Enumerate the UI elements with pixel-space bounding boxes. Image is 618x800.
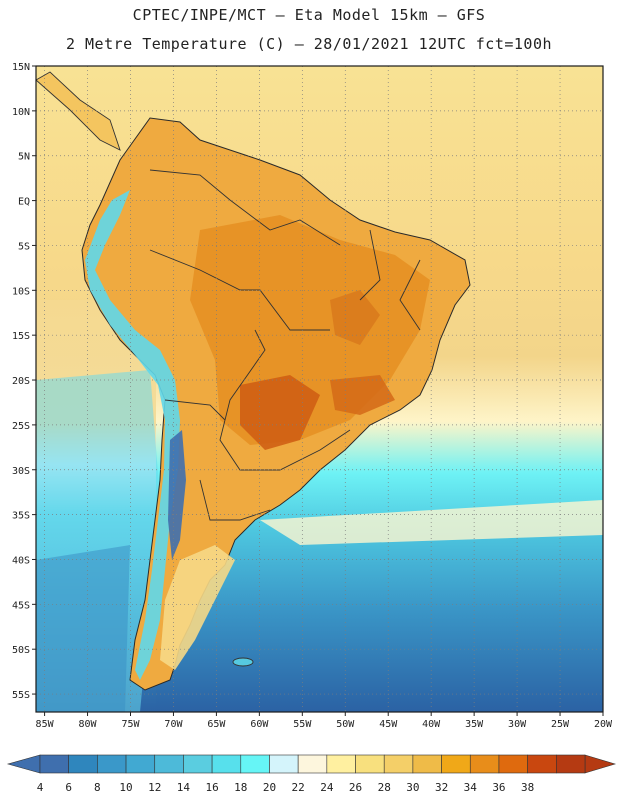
colorbar-swatch (498, 754, 528, 774)
colorbar-swatch (97, 754, 127, 774)
lat-label-10n: 10N (12, 107, 30, 118)
lon-label-70w: 70W (164, 719, 183, 730)
colorbar-label: 14 (177, 781, 191, 794)
longitude-axis: 85W 80W 75W 70W 65W 60W 55W 50W 45W 40W 35W 30W 25W 2… (36, 712, 613, 730)
colorbar-label: 28 (378, 781, 391, 794)
colorbar-label: 12 (148, 781, 161, 794)
patagonia-mild (160, 545, 235, 670)
colorbar-swatch (211, 754, 242, 774)
colorbar-swatch (240, 754, 270, 774)
lat-label-30s: 30S (12, 466, 30, 477)
temperature-map: 15N 10N 5N EQ 5S 10S 15S 20S 25S 30S 35S 40S 45S 50S 5… (12, 62, 613, 730)
andes-coldest-peaks (168, 430, 186, 560)
pacific-cold-band (36, 545, 130, 712)
lat-label-15s: 15S (12, 331, 30, 342)
colorbar-label: 38 (521, 781, 534, 794)
lon-label-60w: 60W (250, 719, 269, 730)
colorbar-swatch (556, 754, 586, 774)
colorbar-swatch (527, 754, 557, 774)
lon-label-20w: 20W (594, 719, 613, 730)
colorbar-swatch (269, 754, 299, 774)
map-frame (35, 65, 604, 713)
colorbar-swatch (441, 754, 471, 774)
lat-label-50s: 50S (12, 645, 30, 656)
colorbar-swatch (68, 754, 98, 774)
central-america (36, 71, 121, 151)
lat-label-40s: 40S (12, 555, 30, 566)
colorbar-label: 32 (435, 781, 448, 794)
colorbar-swatch (297, 754, 328, 774)
title-line-1: CPTEC/INPE/MCT – Eta Model 15km – GFS (132, 6, 486, 24)
colorbar-swatch (355, 754, 385, 774)
lat-label-20s: 20S (12, 376, 30, 387)
title-line-2: 2 Metre Temperature (C) – 28/01/2021 12U… (65, 35, 553, 53)
colorbar-swatch (125, 754, 156, 774)
lat-label-5n: 5N (18, 152, 30, 163)
colorbar-label: 22 (292, 781, 305, 794)
colorbar-label: 30 (406, 781, 419, 794)
lat-label-55s: 55S (12, 690, 30, 701)
andes-cold-ridge (85, 190, 180, 680)
colorbar-swatch (469, 754, 500, 774)
southeast-brazil-hotspot (330, 375, 395, 415)
colorbar-label: 16 (205, 781, 218, 794)
lon-label-80w: 80W (79, 719, 98, 730)
latitude-axis: 15N 10N 5N EQ 5S 10S 15S 20S 25S 30S 35S 40S 45S 50S 5… (12, 62, 36, 701)
colorbar-swatch (154, 754, 184, 774)
falkland-islands (232, 657, 254, 667)
lon-label-25w: 25W (551, 719, 570, 730)
colorbar-swatch (183, 754, 213, 774)
lon-label-45w: 45W (379, 719, 398, 730)
lon-label-30w: 30W (508, 719, 527, 730)
lat-lon-gridlines (36, 65, 604, 712)
colorbar-swatch (326, 754, 356, 774)
lat-label-5s: 5S (18, 241, 30, 252)
colorbar-label: 4 (37, 781, 44, 794)
lon-label-50w: 50W (336, 719, 355, 730)
lon-label-40w: 40W (422, 719, 441, 730)
lon-label-55w: 55W (293, 719, 312, 730)
paraguay-hotspot (240, 375, 320, 450)
lat-label-15n: 15N (12, 62, 30, 73)
colorbar-swatch (412, 754, 442, 774)
colorbar-label: 26 (349, 781, 362, 794)
colorbar-label: 36 (492, 781, 505, 794)
colorbar-label: 20 (263, 781, 276, 794)
colorbar-label: 10 (119, 781, 132, 794)
lat-label-35s: 35S (12, 511, 30, 522)
lat-label-10s: 10S (12, 286, 30, 297)
colorbar: 4 6 8 10 12 14 16 18 20 22 24 26 28 30 32 34 36 38 (6, 754, 617, 794)
lon-label-65w: 65W (207, 719, 226, 730)
lat-label-eq: EQ (18, 197, 30, 208)
colorbar-right-arrow (584, 754, 617, 774)
colorbar-label: 8 (94, 781, 101, 794)
lon-label-35w: 35W (465, 719, 484, 730)
colorbar-swatch (383, 754, 414, 774)
colorbar-label: 34 (464, 781, 478, 794)
lon-label-85w: 85W (36, 719, 55, 730)
colorbar-left-arrow (6, 754, 41, 774)
colorbar-label: 18 (234, 781, 247, 794)
lat-label-25s: 25S (12, 421, 30, 432)
colorbar-swatch (39, 754, 69, 774)
colorbar-label: 24 (320, 781, 334, 794)
lon-label-75w: 75W (121, 719, 140, 730)
lat-label-45s: 45S (12, 600, 30, 611)
colorbar-label: 6 (65, 781, 72, 794)
central-brazil-hotspot (330, 290, 380, 345)
